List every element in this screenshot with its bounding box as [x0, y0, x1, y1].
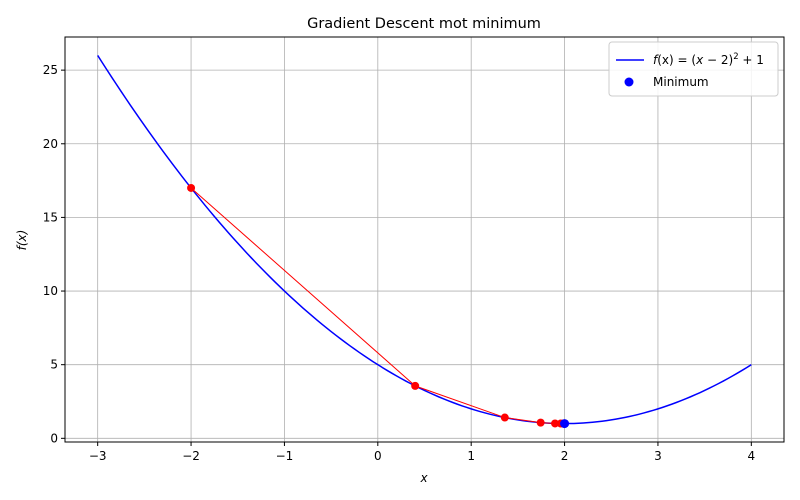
descent-step-point [411, 381, 420, 390]
grid [65, 37, 784, 442]
y-tick-label: 20 [43, 137, 58, 151]
legend-minimum-marker [624, 77, 634, 87]
y-tick-label: 25 [43, 63, 58, 77]
x-tick-label: −3 [89, 449, 107, 463]
y-axis-label: f(x) [15, 230, 29, 251]
descent-step-point [551, 419, 560, 428]
x-tick-label: 4 [747, 449, 755, 463]
legend-minimum-label: Minimum [653, 75, 709, 89]
axis-ticks: −3 −2 −1 0 1 2 3 4 0 5 10 15 20 25 [43, 63, 755, 463]
minimum-point [560, 419, 570, 429]
x-axis-label: x [419, 471, 428, 485]
x-tick-label: 2 [561, 449, 569, 463]
y-tick-label: 15 [43, 210, 58, 224]
y-tick-label: 5 [50, 358, 58, 372]
descent-step-point [500, 413, 509, 422]
plot-frame [64, 36, 785, 443]
legend-box [608, 41, 779, 97]
function-curve [97, 55, 752, 425]
descent-step-point [187, 183, 196, 192]
legend-function-label: f(x) = (x − 2)2 + 1 [653, 52, 764, 67]
plot-area [97, 55, 752, 429]
descent-step-point [536, 418, 545, 427]
x-tick-label: 0 [374, 449, 382, 463]
x-tick-label: −1 [276, 449, 294, 463]
y-tick-label: 10 [43, 284, 58, 298]
y-tick-label: 0 [50, 431, 58, 445]
x-tick-label: −2 [182, 449, 200, 463]
x-tick-label: 1 [467, 449, 475, 463]
y-axis-label-text: f(x) [15, 230, 29, 251]
x-tick-label: 3 [654, 449, 662, 463]
legend: f(x) = (x − 2)2 + 1 Minimum [608, 41, 779, 97]
chart-title: Gradient Descent mot minimum [307, 16, 541, 32]
